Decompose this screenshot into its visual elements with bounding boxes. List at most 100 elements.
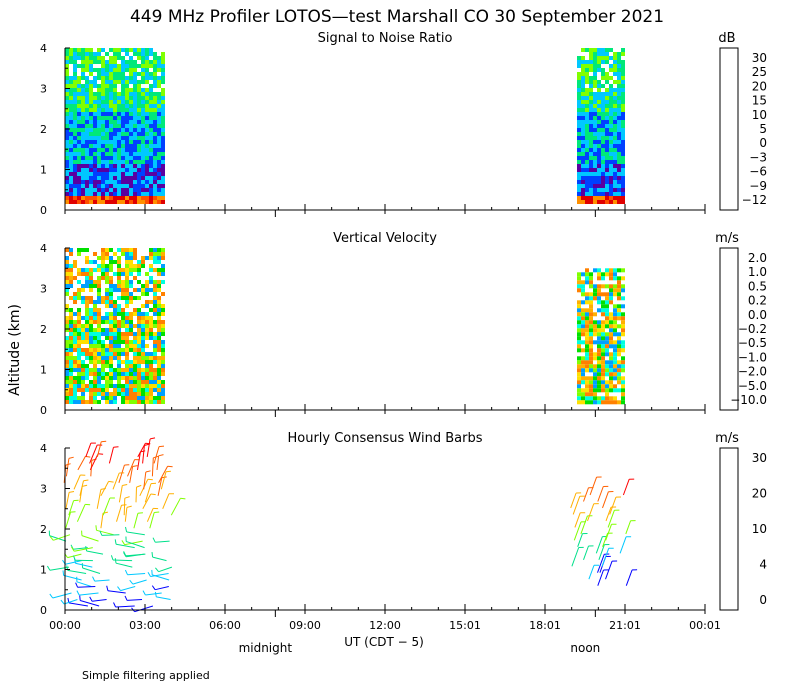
- heatmap-cell: [97, 312, 101, 316]
- heatmap-cell: [581, 112, 585, 116]
- heatmap-cell: [613, 164, 617, 168]
- heatmap-cell: [133, 60, 137, 64]
- wind-barb-flag: [108, 480, 114, 483]
- heatmap-cell: [605, 200, 609, 204]
- heatmap-cell: [65, 272, 69, 276]
- heatmap-cell: [77, 136, 81, 140]
- heatmap-cell: [137, 324, 141, 328]
- heatmap-cell: [85, 128, 89, 132]
- wind-barb: [76, 581, 92, 587]
- heatmap-cell: [589, 120, 593, 124]
- heatmap-cell: [593, 284, 597, 289]
- heatmap-cell: [77, 376, 81, 380]
- wind-barb-flag: [99, 530, 103, 536]
- heatmap-cell: [617, 280, 621, 285]
- colorbar-label: 0: [759, 593, 767, 607]
- heatmap-cell: [149, 320, 153, 324]
- heatmap-cell: [97, 332, 101, 336]
- heatmap-cell: [597, 56, 601, 60]
- heatmap-cell: [89, 392, 93, 396]
- heatmap-cell: [581, 372, 585, 377]
- colorbar-label: −5.0: [738, 379, 767, 393]
- heatmap-cell: [621, 188, 625, 192]
- heatmap-cell: [65, 320, 69, 324]
- x-tick-label: 15:01: [449, 619, 481, 632]
- heatmap-cell: [129, 176, 133, 180]
- heatmap-cell: [81, 364, 85, 368]
- heatmap-cell: [145, 188, 149, 192]
- heatmap-cell: [129, 284, 133, 288]
- heatmap-cell: [145, 392, 149, 396]
- heatmap-cell: [85, 120, 89, 124]
- heatmap-cell: [613, 56, 617, 60]
- heatmap-cell: [621, 356, 625, 361]
- heatmap-cell: [609, 84, 613, 88]
- footnote: Simple filtering applied: [82, 669, 210, 682]
- heatmap-cell: [149, 136, 153, 140]
- heatmap-cell: [581, 108, 585, 112]
- heatmap-cell: [65, 148, 69, 152]
- heatmap-cell: [617, 296, 621, 301]
- heatmap-cell: [129, 156, 133, 160]
- heatmap-cell: [605, 192, 609, 196]
- heatmap-cell: [105, 152, 109, 156]
- heatmap-cell: [65, 88, 69, 92]
- heatmap-cell: [69, 88, 73, 92]
- heatmap-cell: [589, 316, 593, 321]
- heatmap-cell: [157, 300, 161, 304]
- heatmap-cell: [97, 284, 101, 288]
- heatmap-cell: [113, 136, 117, 140]
- heatmap-cell: [593, 92, 597, 96]
- heatmap-cell: [597, 344, 601, 349]
- heatmap-cell: [581, 88, 585, 92]
- heatmap-cell: [617, 60, 621, 64]
- heatmap-cell: [97, 132, 101, 136]
- heatmap-cell: [621, 112, 625, 116]
- heatmap-cell: [121, 324, 125, 328]
- heatmap-cell: [141, 320, 145, 324]
- heatmap-cell: [121, 48, 125, 52]
- heatmap-cell: [145, 80, 149, 84]
- heatmap-cell: [89, 156, 93, 160]
- heatmap-cell: [593, 368, 597, 373]
- heatmap-cell: [621, 144, 625, 148]
- heatmap-cell: [89, 344, 93, 348]
- wind-barb: [73, 474, 81, 490]
- heatmap-cell: [125, 84, 129, 88]
- heatmap-cell: [109, 392, 113, 396]
- heatmap-cell: [581, 156, 585, 160]
- heatmap-cell: [157, 372, 161, 376]
- wind-barb: [100, 513, 104, 529]
- heatmap-cell: [125, 260, 129, 264]
- heatmap-cell: [117, 188, 121, 192]
- heatmap-cell: [157, 200, 161, 204]
- heatmap-cell: [581, 116, 585, 120]
- wind-barb: [605, 560, 613, 580]
- heatmap-cell: [593, 180, 597, 184]
- heatmap-cell: [85, 164, 89, 168]
- wind-barb: [588, 565, 595, 580]
- heatmap-cell: [577, 340, 581, 345]
- heatmap-cell: [141, 392, 145, 396]
- heatmap-cell: [593, 148, 597, 152]
- heatmap-cell: [621, 376, 625, 381]
- heatmap-cell: [581, 68, 585, 72]
- heatmap-cell: [129, 148, 133, 152]
- heatmap-cell: [81, 288, 85, 292]
- heatmap-cell: [141, 152, 145, 156]
- heatmap-cell: [97, 176, 101, 180]
- heatmap-cell: [593, 376, 597, 381]
- heatmap-cell: [89, 168, 93, 172]
- heatmap-cell: [113, 140, 117, 144]
- heatmap-cell: [109, 172, 113, 176]
- heatmap-cell: [605, 88, 609, 92]
- heatmap-cell: [105, 132, 109, 136]
- heatmap-cell: [109, 372, 113, 376]
- heatmap-cell: [621, 116, 625, 120]
- heatmap-cell: [617, 176, 621, 180]
- heatmap-cell: [605, 100, 609, 104]
- heatmap-cell: [605, 80, 609, 84]
- heatmap-cell: [73, 276, 77, 280]
- heatmap-cell: [69, 308, 73, 312]
- heatmap-cell: [65, 396, 69, 400]
